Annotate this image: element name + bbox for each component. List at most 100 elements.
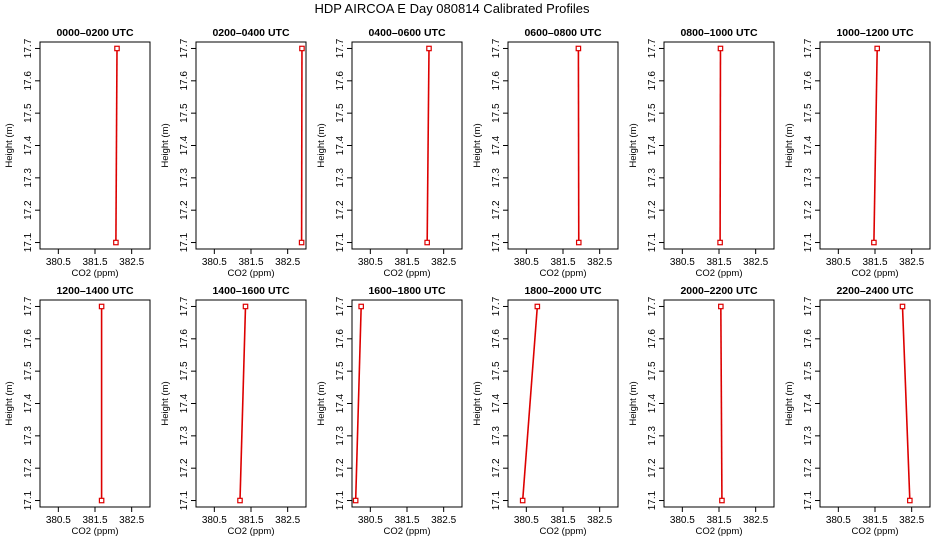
y-tick-label: 17.6 [179, 329, 190, 349]
y-tick-label: 17.4 [647, 135, 658, 155]
x-tick-label: 380.5 [826, 515, 851, 526]
y-tick-label: 17.3 [179, 426, 190, 446]
y-tick-label: 17.7 [491, 38, 502, 58]
y-tick-label: 17.2 [179, 200, 190, 220]
y-tick-label: 17.3 [23, 426, 34, 446]
y-tick-label: 17.4 [491, 393, 502, 413]
y-axis-label: Height (m) [160, 381, 171, 425]
y-tick-label: 17.1 [491, 232, 502, 252]
data-point [719, 304, 723, 308]
x-tick-label: 381.5 [82, 515, 107, 526]
data-point [900, 304, 904, 308]
x-axis-label: CO2 (ppm) [852, 526, 899, 537]
y-tick-label: 17.3 [803, 168, 814, 188]
profile-line [874, 48, 877, 242]
data-point [238, 498, 242, 502]
plot-frame [40, 300, 150, 507]
x-tick-label: 380.5 [514, 515, 539, 526]
data-point [718, 240, 722, 244]
panel-title: 1600–1800 UTC [368, 285, 445, 297]
y-axis-label: Height (m) [784, 381, 795, 425]
x-tick-label: 381.5 [706, 257, 731, 268]
x-tick-label: 380.5 [46, 257, 71, 268]
x-tick-label: 382.5 [743, 515, 768, 526]
x-tick-label: 381.5 [706, 515, 731, 526]
y-tick-label: 17.1 [335, 232, 346, 252]
x-axis-label: CO2 (ppm) [228, 526, 275, 537]
x-tick-label: 380.5 [358, 515, 383, 526]
y-tick-label: 17.3 [179, 168, 190, 188]
x-tick-label: 381.5 [862, 515, 887, 526]
y-axis-label: Height (m) [472, 381, 483, 425]
y-tick-label: 17.3 [335, 426, 346, 446]
data-point [427, 46, 431, 50]
data-point [299, 240, 303, 244]
y-axis-label: Height (m) [628, 381, 639, 425]
x-tick-label: 380.5 [202, 515, 227, 526]
y-tick-label: 17.2 [23, 458, 34, 478]
panel-title: 2200–2400 UTC [836, 285, 913, 297]
panel-title: 0000–0200 UTC [56, 27, 133, 39]
y-axis-label: Height (m) [316, 123, 327, 167]
y-tick-label: 17.1 [803, 490, 814, 510]
y-tick-label: 17.7 [335, 296, 346, 316]
y-tick-label: 17.5 [23, 103, 34, 123]
x-tick-label: 382.5 [587, 515, 612, 526]
y-tick-label: 17.3 [803, 426, 814, 446]
profile-line [356, 306, 362, 500]
y-tick-label: 17.4 [491, 135, 502, 155]
y-tick-label: 17.1 [23, 490, 34, 510]
y-axis-label: Height (m) [784, 123, 795, 167]
plot-frame [508, 42, 618, 249]
y-tick-label: 17.4 [803, 135, 814, 155]
y-tick-label: 17.4 [23, 393, 34, 413]
y-tick-label: 17.3 [23, 168, 34, 188]
data-point [577, 240, 581, 244]
y-tick-label: 17.7 [647, 296, 658, 316]
y-tick-label: 17.3 [491, 426, 502, 446]
panel-title: 1800–2000 UTC [524, 285, 601, 297]
x-tick-label: 381.5 [394, 257, 419, 268]
x-tick-label: 380.5 [670, 515, 695, 526]
y-tick-label: 17.1 [647, 232, 658, 252]
y-tick-label: 17.4 [179, 393, 190, 413]
data-point [875, 46, 879, 50]
plot-frame [40, 42, 150, 249]
y-tick-label: 17.1 [179, 232, 190, 252]
y-tick-label: 17.3 [647, 168, 658, 188]
y-tick-label: 17.4 [179, 135, 190, 155]
y-tick-label: 17.7 [179, 38, 190, 58]
plot-frame [196, 42, 306, 249]
y-tick-label: 17.5 [179, 103, 190, 123]
y-tick-label: 17.2 [491, 200, 502, 220]
x-axis-label: CO2 (ppm) [384, 268, 431, 279]
y-tick-label: 17.7 [803, 296, 814, 316]
x-tick-label: 382.5 [275, 257, 300, 268]
y-tick-label: 17.6 [491, 71, 502, 91]
data-point [720, 498, 724, 502]
x-tick-label: 380.5 [514, 257, 539, 268]
y-tick-label: 17.5 [179, 361, 190, 381]
x-axis-label: CO2 (ppm) [72, 526, 119, 537]
y-tick-label: 17.2 [491, 458, 502, 478]
x-tick-label: 380.5 [826, 257, 851, 268]
x-axis-label: CO2 (ppm) [696, 268, 743, 279]
panel-title: 0600–0800 UTC [524, 27, 601, 39]
x-axis-label: CO2 (ppm) [852, 268, 899, 279]
x-tick-label: 381.5 [550, 257, 575, 268]
x-tick-label: 381.5 [238, 515, 263, 526]
y-tick-label: 17.5 [647, 103, 658, 123]
y-tick-label: 17.2 [179, 458, 190, 478]
x-tick-label: 380.5 [46, 515, 71, 526]
y-tick-label: 17.1 [179, 490, 190, 510]
y-tick-label: 17.6 [647, 71, 658, 91]
profile-line [903, 306, 910, 500]
y-tick-label: 17.4 [335, 135, 346, 155]
x-tick-label: 380.5 [202, 257, 227, 268]
y-tick-label: 17.6 [23, 329, 34, 349]
x-axis-label: CO2 (ppm) [540, 526, 587, 537]
